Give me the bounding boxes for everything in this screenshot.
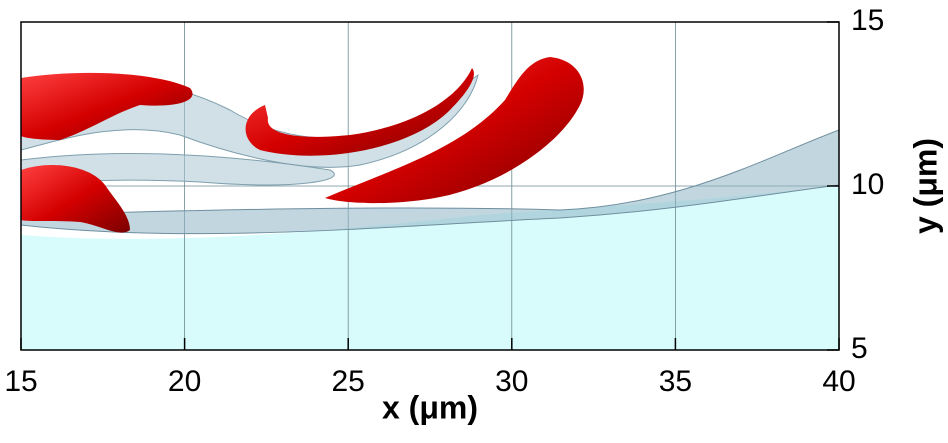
x-axis-label: x (μm): [382, 389, 478, 425]
vortex: [245, 68, 474, 156]
interface-sheet: [21, 129, 839, 235]
vortex: [325, 57, 584, 204]
y-axis-label: y (μm): [907, 138, 943, 234]
x-tick-label: 15: [4, 365, 37, 398]
vortex: [21, 165, 130, 233]
x-tick-label: 35: [659, 365, 692, 398]
fluid-region: [21, 185, 839, 350]
y-tick-label: 15: [851, 4, 884, 37]
y-tick-label: 5: [851, 332, 868, 365]
vortex: [21, 72, 193, 140]
x-tick-label: 25: [332, 365, 365, 398]
plot-area: [21, 22, 839, 350]
axes: 15 20 25 30 35 405 10 15: [4, 4, 884, 398]
x-tick-label: 30: [495, 365, 528, 398]
y-tick-label: 10: [851, 168, 884, 201]
x-tick-label: 40: [822, 365, 855, 398]
x-tick-label: 20: [168, 365, 201, 398]
